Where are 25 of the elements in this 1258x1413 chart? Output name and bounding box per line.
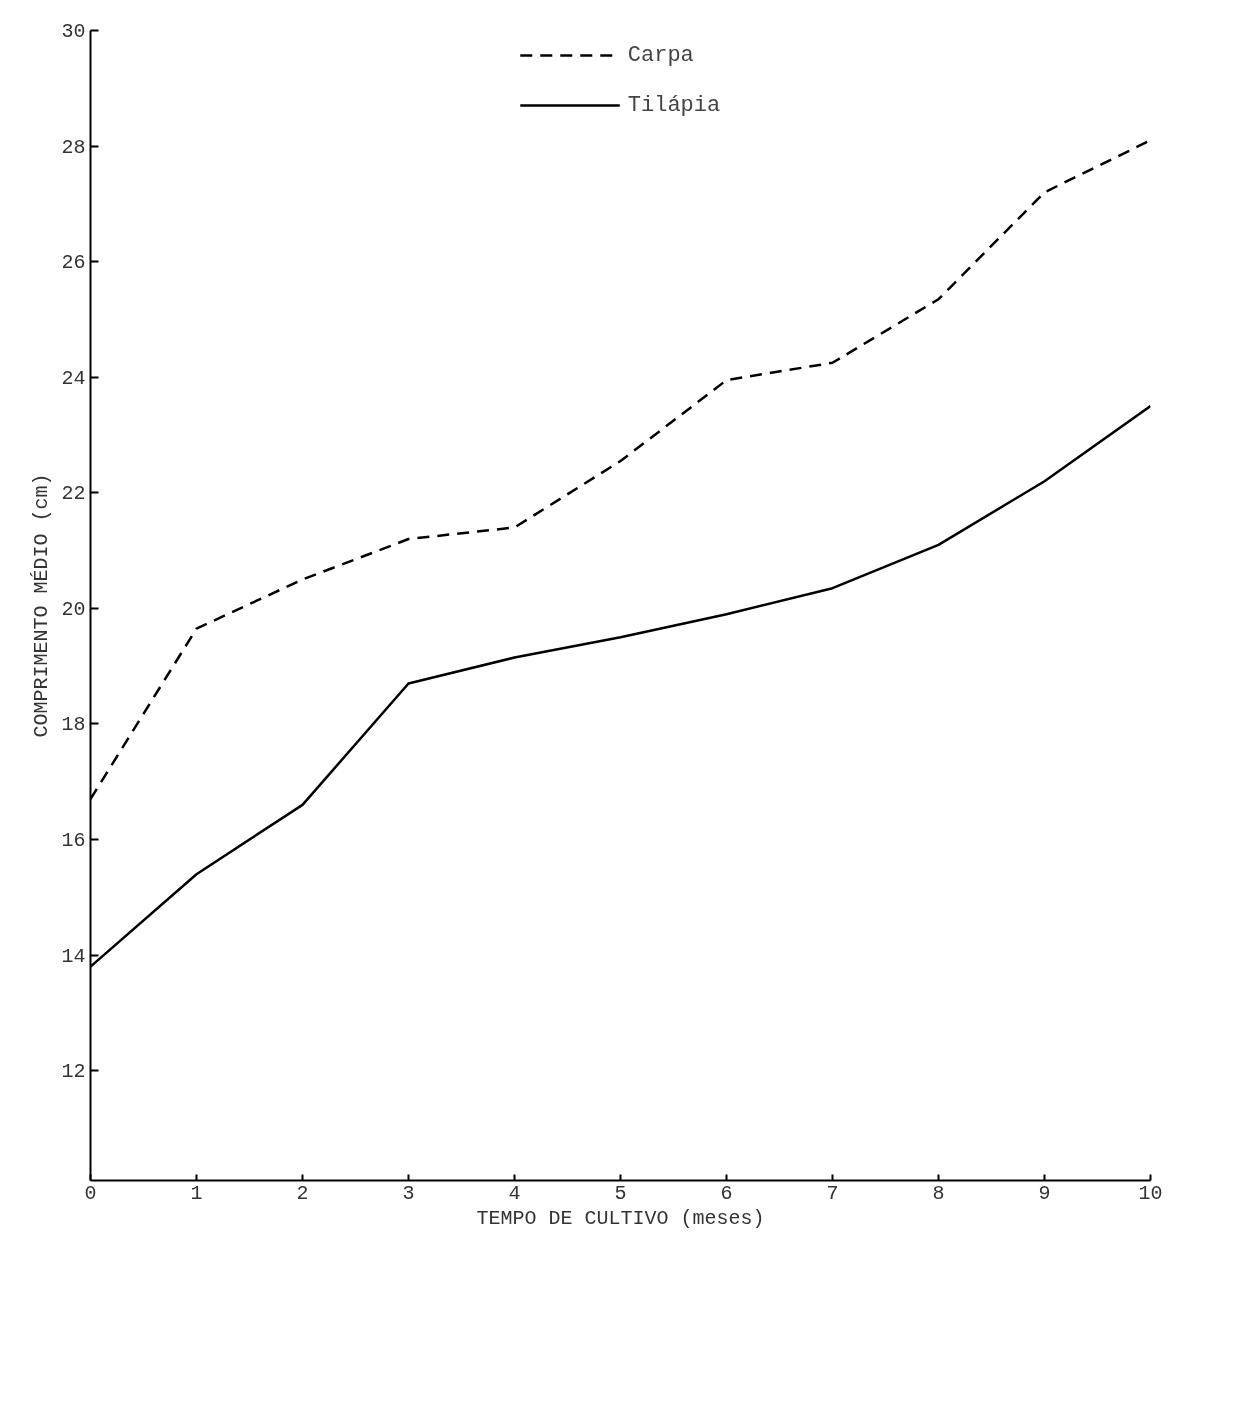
x-tick-label: 5	[614, 1181, 627, 1205]
x-tick-label: 3	[402, 1181, 415, 1205]
y-tick-label: 20	[61, 597, 86, 621]
y-tick-label: 30	[61, 20, 86, 43]
x-tick-label: 0	[84, 1181, 97, 1205]
x-tick-label: 6	[720, 1181, 733, 1205]
x-tick-label: 4	[508, 1181, 521, 1205]
legend-label: Tilápia	[627, 92, 721, 118]
x-tick-label: 8	[932, 1181, 945, 1205]
y-tick-label: 18	[61, 713, 86, 737]
y-tick-label: 28	[61, 135, 86, 159]
x-axis-title: TEMPO DE CULTIVO (meses)	[476, 1206, 765, 1230]
y-tick-label: 26	[61, 251, 86, 275]
x-tick-label: 2	[296, 1181, 309, 1205]
y-tick-label: 14	[61, 944, 86, 968]
x-tick-label: 10	[1138, 1181, 1163, 1205]
y-tick-label: 22	[61, 482, 86, 506]
x-tick-label: 9	[1038, 1181, 1051, 1205]
y-tick-label: 16	[61, 829, 86, 853]
y-axis-title: COMPRIMENTO MÉDIO (cm)	[30, 473, 54, 738]
y-tick-label: 12	[61, 1060, 86, 1084]
legend-label: Carpa	[627, 42, 694, 68]
y-tick-label: 24	[61, 366, 86, 390]
x-tick-label: 1	[190, 1181, 203, 1205]
x-tick-label: 7	[826, 1181, 839, 1205]
